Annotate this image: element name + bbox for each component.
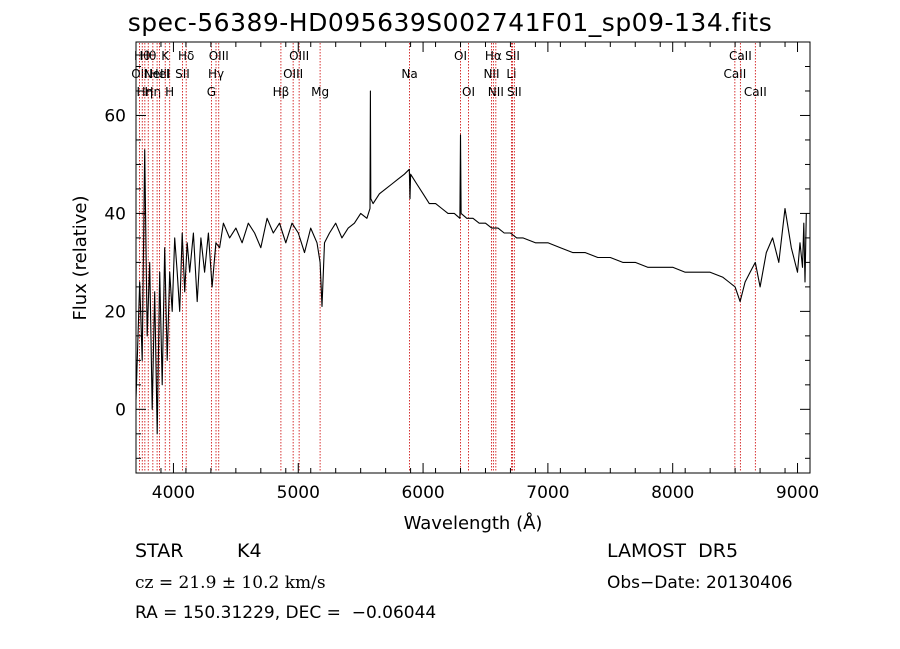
object-class: STAR	[135, 540, 184, 562]
spectral-line-label-29: CaII	[744, 85, 767, 99]
redshift-cz: cz = 21.9 ± 10.2 km/s	[135, 573, 326, 593]
spectral-line-label-27: CaII	[723, 67, 746, 81]
x-tick-label-1: 5000	[277, 483, 320, 503]
spectral-line-label-24: Li	[506, 67, 516, 81]
x-axis-label: Wavelength (Å)	[404, 512, 543, 534]
spectral-line-label-4: Hη	[145, 85, 162, 99]
sky-coordinates: RA = 150.31229, DEC = −0.06044	[135, 603, 437, 623]
y-tick-label-2: 40	[104, 204, 126, 224]
spectral-line-label-6: HeI	[150, 67, 170, 81]
x-tick-label-4: 8000	[651, 483, 694, 503]
axes-layer: 4000 5000 6000 7000 8000 9000 0 20 40 60	[104, 42, 819, 503]
spectral-line-label-12: Hγ	[208, 67, 224, 81]
spectral-line-label-0: OII	[131, 67, 148, 81]
spectral-line-label-25: SII	[505, 49, 520, 63]
spectral-line-label-19: OI	[454, 49, 467, 63]
y-tick-label-1: 20	[104, 302, 126, 322]
plot-frame	[135, 41, 811, 474]
spectral-line-label-3: Hθ	[140, 49, 156, 63]
spectral-line-label-22: Hα	[485, 49, 502, 63]
spectral-line-label-8: H	[165, 85, 174, 99]
spectral-line-label-18: Na	[401, 67, 417, 81]
spectral-line-label-10: Hδ	[178, 49, 194, 63]
spectral-line-label-5: NeIII	[144, 67, 171, 81]
spectrum-line	[135, 90, 807, 435]
spectral-line-label-16: OIII	[289, 49, 309, 63]
spectral-line-label-1: Hθ	[134, 49, 150, 63]
observation-date: Obs−Date: 20130406	[607, 573, 793, 593]
spectral-line-label-13: OIII	[209, 49, 229, 63]
spectral-line-label-28: CaII	[729, 49, 752, 63]
x-tick-label-3: 7000	[526, 483, 569, 503]
y-axis-label: Flux (relative)	[70, 195, 91, 320]
spectral-line-label-21: NII	[483, 67, 499, 81]
spectral-line-label-26: SII	[507, 85, 522, 99]
x-tick-label-2: 6000	[401, 483, 444, 503]
x-tick-label-0: 4000	[152, 483, 195, 503]
spectrum-layer	[135, 90, 807, 435]
spectral-line-label-9: SII	[175, 67, 190, 81]
spectral-line-label-23: NII	[488, 85, 504, 99]
survey-name: LAMOST DR5	[607, 540, 739, 562]
spectral-line-label-7: K	[161, 49, 170, 63]
y-tick-label-3: 60	[104, 106, 126, 126]
spectral-line-label-15: OIII	[283, 67, 303, 81]
spectral-line-label-2: Hη	[137, 85, 154, 99]
spectral-line-label-14: Hβ	[273, 85, 290, 99]
chart-title: spec-56389-HD095639S002741F01_sp09-134.f…	[127, 8, 773, 37]
spectral-lines-layer: OIIHθHηHθHηNeIIIHeIKHSIIHδGHγOIIIHβOIIIO…	[131, 43, 767, 472]
y-tick-label-0: 0	[115, 400, 126, 420]
spectral-line-label-17: Mg	[311, 85, 329, 99]
object-subclass: K4	[237, 540, 262, 562]
spectral-line-label-11: G	[207, 85, 216, 99]
spectral-line-label-20: OI	[462, 85, 475, 99]
x-tick-label-5: 9000	[776, 483, 819, 503]
